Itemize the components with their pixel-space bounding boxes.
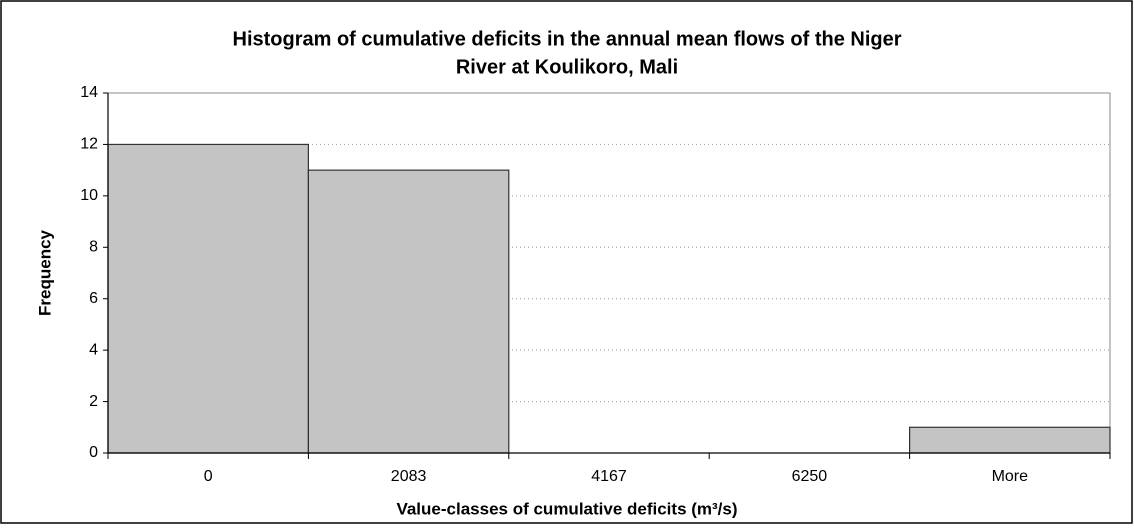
y-tick-label: 0 xyxy=(89,444,98,461)
bar xyxy=(107,143,309,454)
x-tick-label: More xyxy=(992,468,1029,485)
y-tick-label: 14 xyxy=(80,84,98,101)
x-tick-label: 0 xyxy=(204,468,213,485)
y-tick-label: 12 xyxy=(80,136,98,153)
bar xyxy=(908,426,1111,454)
chart-title: River at Koulikoro, Mali xyxy=(456,56,678,78)
x-tick-label: 6250 xyxy=(792,468,828,485)
x-tick-label: 4167 xyxy=(591,468,627,485)
y-tick-label: 6 xyxy=(89,290,98,307)
x-axis-title: Value-classes of cumulative deficits (m³… xyxy=(396,499,737,518)
x-tick-label: 2083 xyxy=(391,468,427,485)
y-tick-label: 8 xyxy=(89,239,98,256)
chart-title: Histogram of cumulative deficits in the … xyxy=(233,28,902,50)
y-tick-label: 4 xyxy=(89,341,98,358)
y-axis-title: Frequency xyxy=(35,229,54,316)
y-tick-label: 2 xyxy=(89,393,98,410)
bar xyxy=(307,169,510,454)
y-tick-label: 10 xyxy=(80,187,98,204)
